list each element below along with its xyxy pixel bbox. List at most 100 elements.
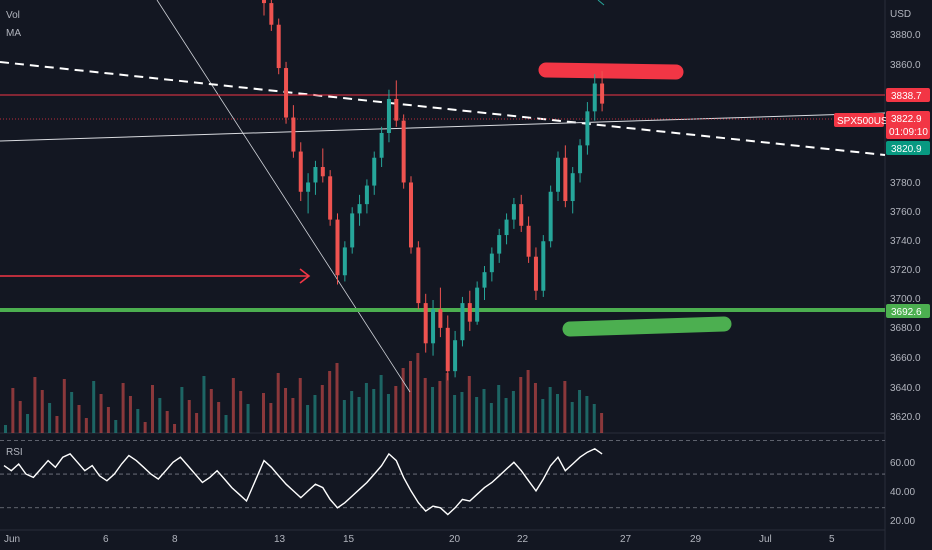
candle[interactable] bbox=[570, 167, 575, 214]
legend-vol[interactable]: Vol bbox=[6, 10, 20, 21]
green-tick-mark bbox=[597, 0, 605, 6]
candle[interactable] bbox=[350, 207, 355, 254]
candle[interactable] bbox=[401, 114, 406, 189]
green-highlight-mark[interactable] bbox=[562, 316, 732, 337]
candle-body bbox=[504, 219, 509, 236]
candle[interactable] bbox=[320, 148, 325, 183]
candle[interactable] bbox=[386, 89, 391, 143]
volume-bar bbox=[136, 409, 140, 433]
candle[interactable] bbox=[548, 185, 553, 248]
candle[interactable] bbox=[556, 151, 560, 202]
volume-bar bbox=[379, 375, 383, 433]
candle[interactable] bbox=[578, 139, 583, 183]
candle[interactable] bbox=[298, 142, 303, 202]
candle[interactable] bbox=[445, 315, 450, 381]
candle[interactable] bbox=[453, 330, 458, 378]
legend-rsi[interactable]: RSI bbox=[6, 447, 23, 458]
volume-bar bbox=[187, 400, 191, 433]
candle[interactable] bbox=[313, 160, 318, 195]
symbol-name: SPX500USD bbox=[837, 116, 895, 127]
candle[interactable] bbox=[526, 216, 531, 263]
candle-body bbox=[511, 204, 516, 220]
volume-bar bbox=[409, 361, 412, 433]
red-highlight-mark[interactable] bbox=[538, 62, 684, 80]
candle-body bbox=[409, 182, 413, 248]
candle[interactable] bbox=[342, 241, 347, 282]
time-axis[interactable]: Jun 6 8 13 15 20 22 27 29 Jul 5 bbox=[4, 534, 835, 545]
candle[interactable] bbox=[541, 235, 546, 297]
candle[interactable] bbox=[519, 194, 524, 232]
candle[interactable] bbox=[357, 194, 362, 226]
candle[interactable] bbox=[482, 265, 487, 301]
descending-trendline[interactable] bbox=[156, 0, 411, 393]
candle[interactable] bbox=[364, 179, 369, 214]
time-tick: 8 bbox=[172, 534, 178, 545]
candle[interactable] bbox=[372, 151, 377, 195]
candle[interactable] bbox=[379, 126, 384, 168]
candle-body bbox=[269, 3, 274, 25]
rsi-line[interactable] bbox=[3, 447, 603, 516]
candle[interactable] bbox=[504, 213, 509, 245]
volume-bar bbox=[482, 389, 486, 433]
candle-body bbox=[416, 247, 421, 304]
price-scale[interactable]: USD 3880.0 3860.0 3780.0 3760.0 3740.0 3… bbox=[890, 9, 921, 527]
price-tick: 3760.0 bbox=[890, 207, 921, 218]
candle[interactable] bbox=[306, 173, 311, 214]
candle[interactable] bbox=[262, 0, 266, 16]
ascending-line[interactable] bbox=[0, 112, 886, 142]
candle[interactable] bbox=[460, 296, 465, 347]
time-tick: 13 bbox=[274, 534, 286, 545]
rsi-pane[interactable] bbox=[0, 439, 885, 516]
candle[interactable] bbox=[475, 281, 480, 325]
time-tick: 27 bbox=[620, 534, 632, 545]
candle[interactable] bbox=[394, 80, 399, 127]
candle[interactable] bbox=[416, 241, 421, 310]
price-tick: 3860.0 bbox=[890, 60, 921, 71]
candle[interactable] bbox=[409, 176, 413, 254]
candle[interactable] bbox=[438, 287, 443, 338]
volume-bar bbox=[489, 403, 493, 433]
candle[interactable] bbox=[600, 71, 605, 112]
volume-bar bbox=[600, 413, 604, 433]
candle[interactable] bbox=[269, 0, 274, 31]
drawings-layer[interactable] bbox=[0, 0, 886, 393]
candle[interactable] bbox=[431, 300, 436, 356]
candle[interactable] bbox=[533, 247, 538, 301]
price-tick: 3880.0 bbox=[890, 30, 921, 41]
candle[interactable] bbox=[563, 145, 568, 208]
volume-bar bbox=[526, 370, 530, 433]
candles-layer[interactable] bbox=[262, 0, 605, 381]
candle-body bbox=[401, 120, 406, 183]
price-tick: 3640.0 bbox=[890, 383, 921, 394]
legend-ma[interactable]: MA bbox=[6, 28, 21, 39]
candle[interactable] bbox=[497, 228, 502, 263]
candle[interactable] bbox=[284, 61, 289, 124]
candle[interactable] bbox=[335, 213, 340, 285]
candle[interactable] bbox=[592, 74, 597, 121]
candle[interactable] bbox=[585, 102, 590, 155]
volume-bar bbox=[106, 407, 110, 433]
volume-bar bbox=[394, 386, 398, 433]
candle-body bbox=[291, 117, 296, 152]
volume-bar bbox=[519, 377, 523, 433]
candle[interactable] bbox=[423, 293, 428, 353]
volume-bar bbox=[262, 393, 265, 433]
trendline-tag-value: 3820.9 bbox=[891, 144, 922, 155]
candle[interactable] bbox=[328, 170, 333, 226]
volume-bar bbox=[342, 400, 346, 433]
volume-bar bbox=[77, 405, 81, 433]
candle-body bbox=[423, 303, 428, 344]
volume-bar bbox=[548, 387, 552, 433]
candle[interactable] bbox=[511, 197, 516, 229]
candle-body bbox=[541, 241, 546, 291]
volume-bar bbox=[26, 414, 30, 433]
candle-body bbox=[578, 145, 583, 174]
candle[interactable] bbox=[467, 290, 472, 331]
rsi-tick: 60.00 bbox=[890, 458, 915, 469]
dashed-trendline[interactable] bbox=[0, 61, 886, 156]
candle[interactable] bbox=[489, 247, 494, 282]
candle[interactable] bbox=[276, 18, 281, 75]
volume-bar bbox=[563, 381, 567, 433]
candle[interactable] bbox=[291, 105, 296, 158]
